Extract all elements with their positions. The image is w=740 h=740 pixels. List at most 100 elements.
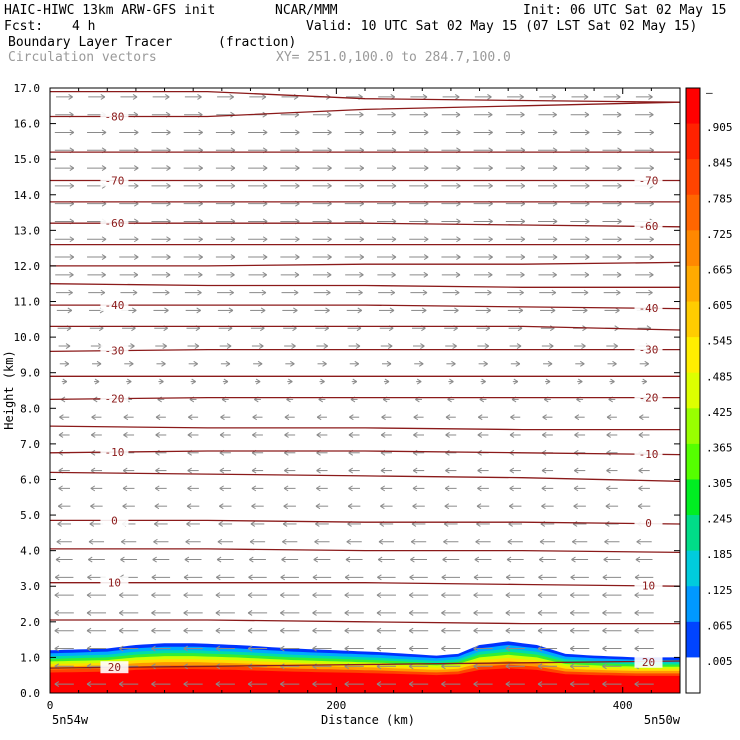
wind-vector: [442, 556, 460, 563]
wind-vector: [158, 378, 164, 385]
wind-vector: [441, 236, 461, 243]
wind-vector: [187, 467, 199, 474]
wind-vector: [220, 360, 231, 367]
y-tick-label: 17.0: [14, 82, 41, 95]
wind-vector: [118, 645, 139, 652]
wind-vector: [86, 681, 107, 688]
wind-vector: [247, 627, 268, 634]
wind-vector: [151, 182, 171, 189]
contour-label-bg: [634, 391, 663, 404]
wind-vector: [215, 165, 236, 171]
y-tick-label: 11.0: [14, 296, 41, 309]
wind-vector: [639, 414, 650, 421]
wind-vector: [505, 165, 526, 171]
contour-label-bg: [634, 517, 663, 530]
wind-vector: [123, 432, 135, 438]
wind-vector: [570, 627, 590, 634]
wind-vector: [441, 681, 461, 688]
wind-vector: [537, 610, 558, 616]
wind-vector: [602, 271, 622, 278]
x-right-location: 5n50w: [644, 713, 681, 727]
wind-vector: [344, 627, 364, 634]
wind-vector: [219, 503, 232, 510]
wind-vector: [190, 378, 196, 385]
wind-vector: [316, 343, 329, 349]
y-tick-label: 14.0: [14, 189, 41, 202]
wind-vector: [255, 378, 261, 385]
colorbar-label: .785: [706, 192, 733, 205]
wind-vector: [312, 627, 332, 634]
wind-vector: [570, 236, 590, 243]
wind-vector: [249, 556, 266, 563]
wind-vector: [634, 610, 654, 616]
wind-vector: [250, 307, 266, 314]
model-title: HAIC-HIWC 13km ARW-GFS init: [4, 3, 216, 18]
wind-vector: [410, 538, 427, 545]
wind-vector: [122, 467, 135, 474]
wind-vector: [541, 485, 554, 492]
wind-vector: [603, 289, 621, 296]
wind-vector: [187, 343, 200, 349]
isotherm-line: [49, 348, 680, 353]
contour-label-bg: [100, 661, 129, 674]
wind-vector: [442, 93, 460, 100]
wind-vector: [539, 93, 557, 100]
wind-vector: [377, 271, 396, 278]
wind-vector: [187, 432, 199, 438]
wind-vector: [280, 254, 300, 260]
wind-vector: [537, 645, 558, 652]
wind-vector: [378, 538, 394, 545]
wind-vector: [378, 289, 396, 296]
wind-vector: [57, 503, 71, 510]
wind-vector: [410, 289, 428, 296]
wind-vector: [376, 681, 396, 688]
wind-vector: [54, 610, 74, 616]
wind-vector: [344, 165, 365, 171]
wind-vector: [122, 485, 135, 492]
wind-vector: [313, 556, 331, 563]
wind-vector: [574, 343, 586, 349]
wind-vector: [570, 165, 590, 171]
y-tick-label: 3.0: [20, 580, 40, 593]
wind-vector: [442, 289, 460, 296]
wind-vector: [609, 378, 615, 385]
wind-vector: [505, 610, 525, 616]
wind-vector: [316, 432, 328, 438]
wind-vector: [184, 289, 202, 296]
wind-vector: [88, 289, 106, 296]
wind-vector: [634, 254, 654, 260]
x-axis-label: Distance (km): [321, 713, 415, 727]
y-tick-label: 8.0: [20, 402, 40, 415]
wind-vector: [54, 592, 74, 599]
wind-vector: [55, 556, 73, 563]
wind-vector: [509, 485, 522, 492]
contour-label-bg: [634, 579, 663, 592]
wind-vector: [215, 645, 235, 652]
org-label: NCAR/MMM: [275, 3, 338, 18]
wind-vector: [509, 343, 522, 349]
wind-vector: [94, 378, 100, 385]
wind-vector: [475, 307, 491, 314]
wind-vector: [508, 503, 522, 510]
wind-vector: [280, 236, 300, 243]
wind-vector: [510, 360, 521, 367]
wind-vector: [54, 254, 75, 260]
y-tick-label: 12.0: [14, 260, 41, 273]
wind-vector: [408, 645, 429, 652]
wind-vector: [56, 93, 73, 100]
cross-section-coords: XY= 251.0,100.0 to 284.7,100.0: [276, 50, 511, 65]
wind-vector: [605, 503, 619, 510]
wind-vector: [216, 271, 235, 278]
contour-label: 10: [642, 579, 655, 592]
wind-vector: [381, 414, 392, 421]
wind-vector: [248, 271, 267, 278]
wind-vector: [57, 521, 72, 527]
wind-vector: [538, 218, 558, 225]
wind-vector: [638, 432, 650, 438]
wind-vector: [249, 538, 266, 545]
colorbar-swatch: [686, 657, 700, 694]
wind-vector: [602, 610, 622, 616]
wind-vector: [183, 627, 203, 634]
colorbar-swatch: [686, 301, 700, 338]
